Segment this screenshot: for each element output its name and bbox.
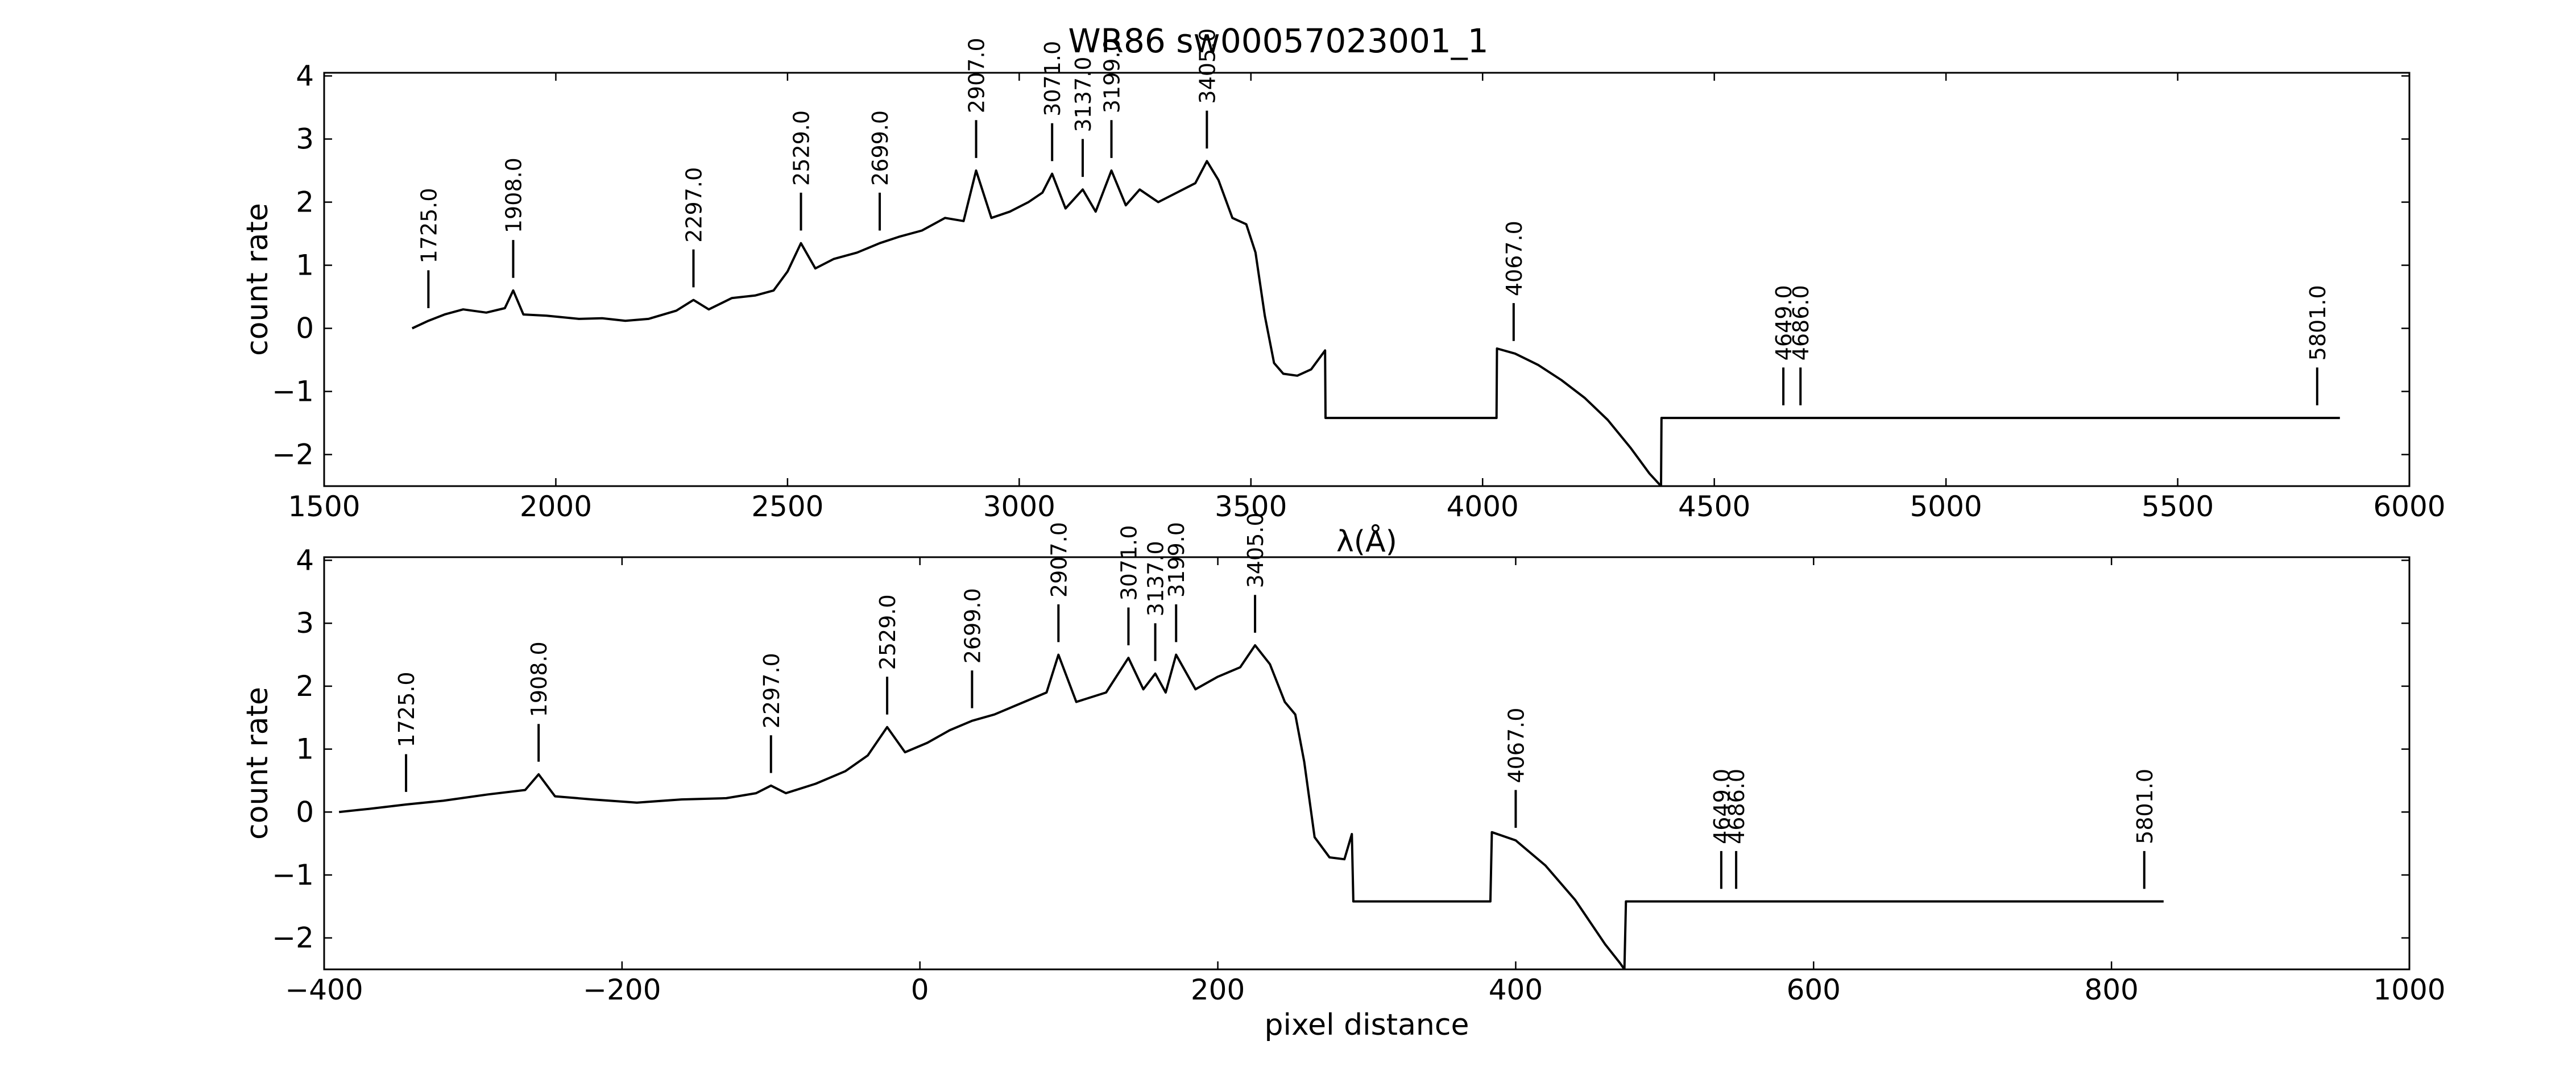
line-marker-label: 5801.0	[2132, 769, 2157, 844]
figure-title: WR86 sw00057023001_1	[1068, 22, 1488, 60]
x-tick-label: −200	[583, 973, 661, 1006]
chart-bottom: −400 −200 0 200 400 600 800 1000 −2 −1 0 1 2 3 4 pixel …	[241, 512, 2446, 1042]
x-tick-label: −400	[285, 973, 363, 1006]
line-marker-label: 4649.0	[1709, 769, 1734, 844]
line-marker-label: 3071.0	[1040, 41, 1065, 117]
y-axis-label: count rate	[241, 687, 275, 840]
y-tick-label: 3	[296, 607, 314, 640]
y-tick-label: −1	[272, 859, 314, 891]
line-marker-label: 3137.0	[1144, 541, 1169, 616]
line-marker-label: 1908.0	[527, 641, 552, 717]
line-marker-label: 3199.0	[1099, 38, 1124, 113]
y-tick-label: −2	[272, 438, 314, 471]
x-tick-label: 400	[1489, 973, 1543, 1006]
line-marker-label: 3405.0	[1195, 28, 1220, 104]
line-marker-label: 4067.0	[1502, 221, 1527, 296]
line-marker-label: 4686.0	[1788, 285, 1813, 360]
y-tick-label: 0	[296, 312, 314, 345]
line-marker-label: 1908.0	[501, 157, 526, 233]
line-marker-label: 4649.0	[1771, 285, 1796, 360]
y-tick-label: 4	[296, 60, 314, 93]
line-marker-label: 3405.0	[1243, 512, 1268, 588]
plot-frame	[323, 556, 2411, 971]
x-tick-label: 3000	[983, 490, 1055, 523]
line-marker-label: 2529.0	[789, 110, 814, 186]
x-tick-label: 1000	[2373, 973, 2445, 1006]
chart-top: 1500 2000 2500 3000 3500 4000 4500 5000 5500 6000…	[241, 28, 2446, 559]
spectrum-line	[411, 160, 2340, 486]
y-tick-label: −1	[272, 375, 314, 408]
x-tick-label: 3500	[1215, 490, 1287, 523]
y-tick-label: 2	[296, 670, 314, 703]
x-tick-label: 2000	[520, 490, 592, 523]
x-tick-label: 800	[2084, 973, 2138, 1006]
x-tick-label: 2500	[751, 490, 823, 523]
y-tick-label: 2	[296, 186, 314, 219]
y-tick-label: 1	[296, 733, 314, 766]
line-marker-label: 2907.0	[964, 38, 989, 113]
line-marker-label: 4686.0	[1724, 769, 1749, 844]
x-tick-label: 1500	[288, 490, 360, 523]
y-tick-label: 0	[296, 795, 314, 828]
plot-area	[411, 160, 2340, 486]
x-tick-label: 5500	[2142, 490, 2214, 523]
x-tick-label: 4000	[1447, 490, 1519, 523]
y-axis-label: count rate	[241, 203, 275, 356]
plot-frame	[323, 72, 2411, 487]
y-tick-label: 1	[296, 249, 314, 282]
line-marker-label: 3071.0	[1116, 525, 1141, 601]
y-tick-label: −2	[272, 922, 314, 955]
x-tick-label: 5000	[1910, 490, 1982, 523]
x-axis-label: λ(Å)	[1336, 524, 1397, 559]
spectrum-line	[338, 644, 2164, 969]
line-marker-label: 1725.0	[416, 188, 441, 263]
line-marker-label: 2699.0	[960, 588, 985, 663]
line-marker-label: 5801.0	[2305, 285, 2330, 360]
line-marker-label: 2297.0	[681, 167, 706, 243]
line-marker-label: 3137.0	[1071, 57, 1096, 132]
line-marker-label: 2699.0	[868, 110, 893, 186]
x-tick-label: 200	[1191, 973, 1245, 1006]
x-tick-label: 4500	[1678, 490, 1750, 523]
x-axis-label: pixel distance	[1265, 1008, 1469, 1042]
line-marker-label: 1725.0	[394, 671, 419, 747]
y-tick-label: 3	[296, 123, 314, 156]
line-marker-label: 4067.0	[1504, 708, 1529, 783]
line-marker-label: 2529.0	[875, 594, 900, 670]
line-marker-label: 2907.0	[1046, 522, 1071, 598]
line-marker-label: 2297.0	[759, 653, 784, 728]
x-tick-label: 600	[1787, 973, 1841, 1006]
x-tick-label: 0	[911, 973, 929, 1006]
line-marker-label: 3199.0	[1164, 522, 1189, 598]
x-tick-label: 6000	[2373, 490, 2445, 523]
y-tick-label: 4	[296, 544, 314, 577]
plot-area	[338, 644, 2164, 969]
